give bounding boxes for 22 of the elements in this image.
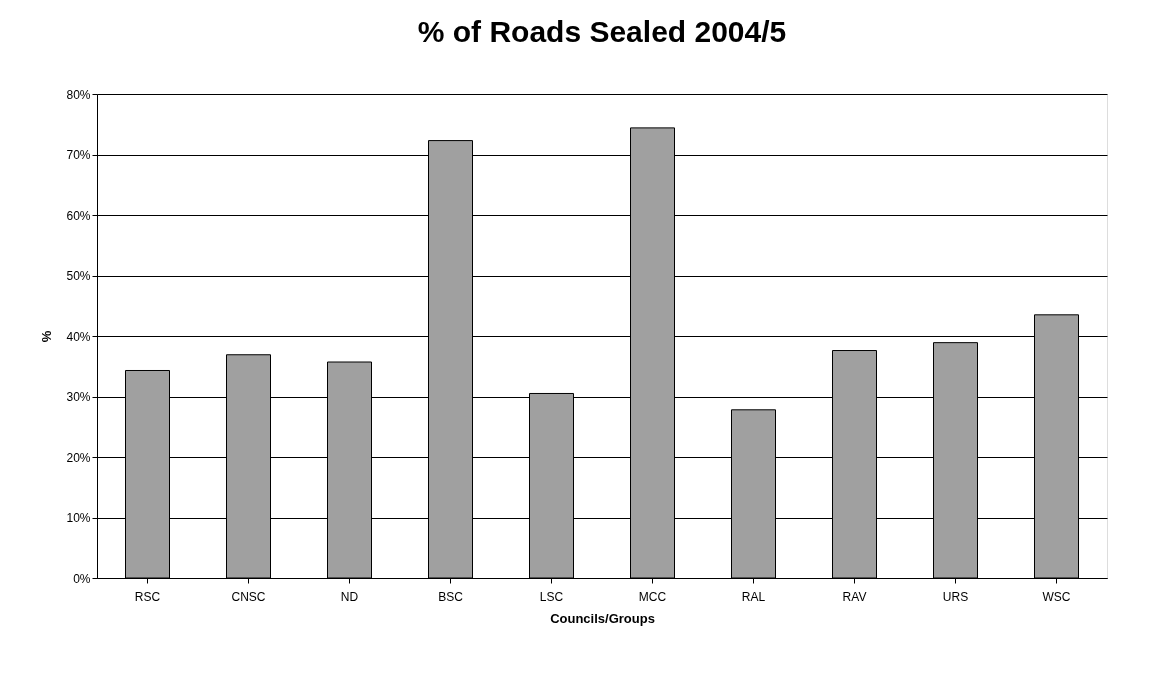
y-tick-label: 0%: [73, 571, 91, 586]
y-tick-label: 20%: [66, 450, 91, 465]
x-axis-title: Councils/Groups: [550, 610, 655, 626]
x-tick-label: RAV: [842, 589, 867, 604]
x-tick-label: WSC: [1042, 589, 1071, 604]
y-tick-label: 70%: [66, 148, 91, 162]
y-tick-label: 30%: [66, 390, 91, 404]
x-tick-label: RSC: [134, 589, 161, 604]
x-tick-label: URS: [942, 589, 969, 604]
y-tick-label: 10%: [66, 511, 91, 525]
y-tick-label: 50%: [66, 269, 91, 283]
x-tick-label: ND: [340, 589, 359, 604]
y-axis-title: %: [39, 330, 55, 343]
chart-title: % of Roads Sealed 2004/5: [417, 15, 787, 48]
x-tick-label: RAL: [741, 589, 766, 604]
y-tick-label: 80%: [66, 87, 91, 102]
x-tick-label: MCC: [638, 589, 667, 604]
y-tick-label: 60%: [66, 208, 91, 223]
y-tick-label: 40%: [66, 329, 91, 344]
x-tick-label: LSC: [539, 589, 564, 604]
x-tick-label: CNSC: [231, 589, 266, 604]
x-tick-label: BSC: [438, 589, 464, 604]
